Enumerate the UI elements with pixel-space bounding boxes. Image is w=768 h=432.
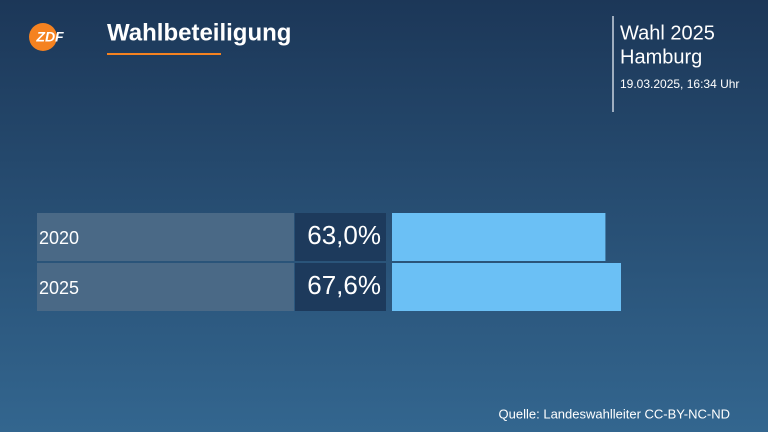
value-label: 63,0%	[307, 220, 381, 250]
source: Quelle: Landeswahlleiter CC-BY-NC-ND	[499, 406, 730, 421]
logo-circle	[29, 23, 57, 51]
title-underline	[107, 53, 221, 55]
election: Wahl 2025	[620, 22, 715, 44]
category-label: 2025	[39, 278, 79, 298]
row-label-box	[37, 263, 294, 311]
bar	[392, 263, 621, 311]
row-label-box	[37, 213, 294, 261]
logo: ZDF	[35, 29, 64, 45]
bar	[392, 213, 606, 261]
category-label: 2020	[39, 228, 79, 248]
value-label: 67,6%	[307, 270, 381, 300]
region: Hamburg	[620, 46, 702, 68]
timestamp: 19.03.2025, 16:34 Uhr	[620, 77, 739, 91]
value-box	[295, 213, 386, 261]
chart-title: Wahlbeteiligung	[107, 19, 291, 46]
value-box	[295, 263, 386, 311]
